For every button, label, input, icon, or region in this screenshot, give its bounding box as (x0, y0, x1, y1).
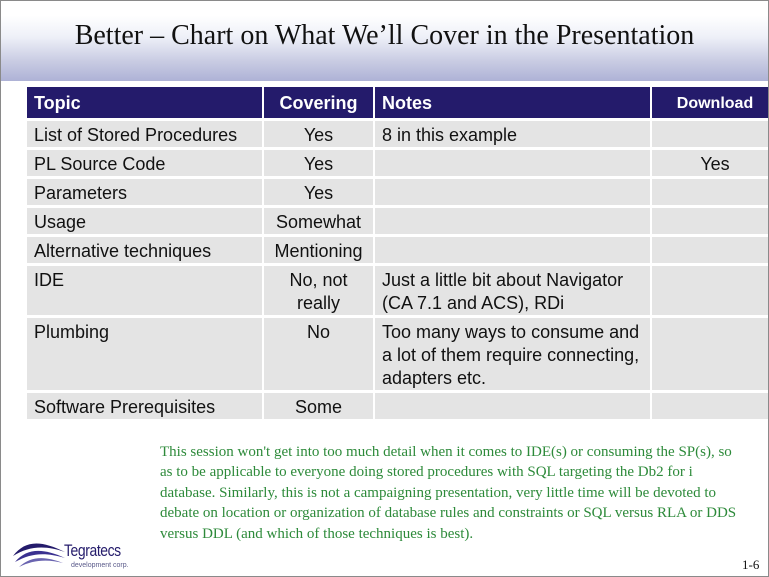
cell-topic: Plumbing (27, 316, 264, 393)
cell-covering: No, not really (263, 264, 375, 318)
cell-download (651, 316, 768, 393)
table-row: Software Prerequisites Some (27, 391, 768, 422)
cell-download (651, 391, 768, 422)
swoosh-logo-icon (13, 543, 65, 567)
cell-topic: PL Source Code (27, 148, 264, 179)
logo-name: Tegratecs (64, 541, 121, 560)
cell-topic: Parameters (27, 177, 264, 208)
table-row: Parameters Yes (27, 177, 768, 208)
cell-covering: Mentioning (263, 235, 375, 266)
table-row: Plumbing No Too many ways to consume and… (27, 316, 768, 393)
cell-notes (374, 148, 652, 179)
header-topic: Topic (27, 87, 264, 121)
cell-download: Yes (651, 148, 768, 179)
header-download: Download (651, 87, 768, 121)
cell-notes: Too many ways to consume and a lot of th… (374, 316, 652, 393)
cell-notes: 8 in this example (374, 119, 652, 150)
cell-topic: List of Stored Procedures (27, 119, 264, 150)
table-row: IDE No, not really Just a little bit abo… (27, 264, 768, 318)
cell-notes (374, 235, 652, 266)
cell-topic: Usage (27, 206, 264, 237)
cell-covering: Some (263, 391, 375, 422)
cell-topic: IDE (27, 264, 264, 318)
cell-notes: Just a little bit about Navigator (CA 7.… (374, 264, 652, 318)
title-band (1, 1, 768, 81)
page-number: 1-6 (742, 557, 760, 572)
cell-covering: Somewhat (263, 206, 375, 237)
cell-covering: Yes (263, 177, 375, 208)
cell-covering: Yes (263, 119, 375, 150)
company-logo: Tegratecs development corp. (11, 532, 141, 572)
cell-notes (374, 391, 652, 422)
cell-download (651, 177, 768, 208)
cell-download (651, 119, 768, 150)
table-row: Usage Somewhat (27, 206, 768, 237)
cell-topic: Software Prerequisites (27, 391, 264, 422)
logo-tagline: development corp. (71, 562, 129, 569)
table-row: PL Source Code Yes Yes (27, 148, 768, 179)
header-notes: Notes (374, 87, 652, 121)
cell-topic: Alternative techniques (27, 235, 264, 266)
session-note: This session won't get into too much det… (160, 444, 737, 542)
cell-notes (374, 206, 652, 237)
table-row: Alternative techniques Mentioning (27, 235, 768, 266)
cell-notes (374, 177, 652, 208)
cell-download (651, 206, 768, 237)
table-row: List of Stored Procedures Yes 8 in this … (27, 119, 768, 150)
cell-covering: Yes (263, 148, 375, 179)
coverage-table: Topic Covering Notes Download List of St… (27, 87, 768, 422)
cell-download (651, 264, 768, 318)
table-header-row: Topic Covering Notes Download (27, 87, 768, 121)
cell-download (651, 235, 768, 266)
cell-covering: No (263, 316, 375, 393)
slide-title: Better – Chart on What We’ll Cover in th… (74, 20, 695, 51)
header-covering: Covering (263, 87, 375, 121)
